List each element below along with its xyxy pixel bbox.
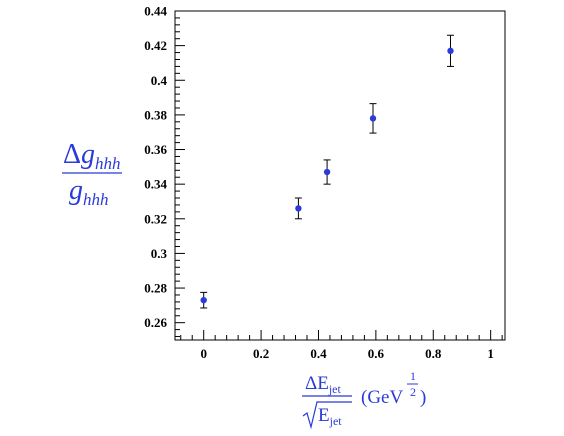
y-tick-label: 0.3 xyxy=(151,246,168,261)
data-point xyxy=(323,159,331,185)
plot-frame xyxy=(174,10,506,341)
point-marker xyxy=(295,205,302,212)
y-tick-label: 0.4 xyxy=(151,73,168,88)
y-label-denominator: ghhh xyxy=(69,175,109,209)
y-tick-label: 0.34 xyxy=(144,177,167,192)
tick-marks xyxy=(175,10,503,340)
x-label-exponent-denominator: 2 xyxy=(410,385,416,399)
sqrt-symbol xyxy=(302,401,352,430)
x-label-unit-close: ) xyxy=(420,387,426,408)
point-marker xyxy=(323,168,331,176)
x-tick-labels: 0 0.2 0.4 0.6 0.8 1 xyxy=(200,346,493,361)
x-tick-label: 0.2 xyxy=(253,346,269,361)
x-label-numerator: ΔEjet xyxy=(305,373,341,396)
x-tick-label: 0 xyxy=(200,346,207,361)
data-point xyxy=(369,103,377,134)
data-points xyxy=(200,34,454,309)
y-tick-label: 0.26 xyxy=(144,315,167,330)
point-marker xyxy=(369,115,377,122)
x-tick-label: 1 xyxy=(487,346,494,361)
y-axis-label: Δghhh ghhh xyxy=(62,139,122,209)
y-tick-label: 0.38 xyxy=(144,107,167,122)
point-marker xyxy=(447,47,454,55)
y-tick-label: 0.28 xyxy=(144,281,167,296)
x-tick-label: 0.4 xyxy=(310,346,327,361)
x-label-unit: (GeV xyxy=(361,387,403,408)
x-label-denominator: Ejet xyxy=(318,405,342,428)
data-point xyxy=(200,291,208,309)
x-tick-label: 0.8 xyxy=(425,346,442,361)
y-tick-label: 0.44 xyxy=(144,4,167,19)
x-tick-label: 0.6 xyxy=(368,346,385,361)
y-tick-label: 0.42 xyxy=(144,38,167,53)
point-marker xyxy=(200,296,207,304)
data-point xyxy=(446,34,454,67)
data-point xyxy=(294,197,302,220)
x-axis-label: ΔEjet Ejet (GeV 1 2 ) xyxy=(302,369,426,430)
y-label-numerator: Δghhh xyxy=(63,139,121,173)
x-label-exponent-numerator: 1 xyxy=(410,369,416,383)
y-tick-label: 0.32 xyxy=(144,211,167,226)
y-tick-label: 0.36 xyxy=(144,142,167,157)
y-tick-labels: 0.26 0.28 0.3 0.32 0.34 0.36 0.38 0.4 0.42 0.44 xyxy=(144,4,167,331)
